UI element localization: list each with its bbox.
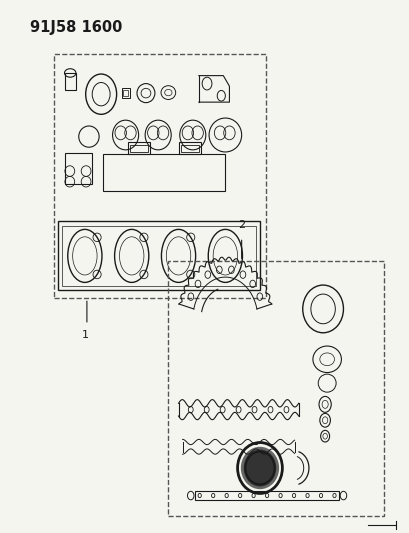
Bar (121, 88, 129, 98)
Text: 2: 2 (238, 221, 245, 230)
Bar (103, 154, 225, 191)
Bar (180, 144, 198, 152)
Text: 91J58 1600: 91J58 1600 (30, 20, 122, 35)
Bar (62, 225, 255, 286)
Bar (64, 73, 76, 91)
Bar (64, 152, 92, 184)
Bar (54, 54, 265, 298)
Bar (123, 91, 128, 96)
Bar (58, 221, 259, 290)
Ellipse shape (240, 447, 279, 489)
Text: 1: 1 (81, 330, 88, 340)
Bar (178, 142, 200, 154)
Bar (168, 261, 383, 516)
Bar (194, 491, 339, 500)
Bar (127, 142, 150, 154)
Bar (129, 144, 148, 152)
Ellipse shape (243, 449, 276, 487)
